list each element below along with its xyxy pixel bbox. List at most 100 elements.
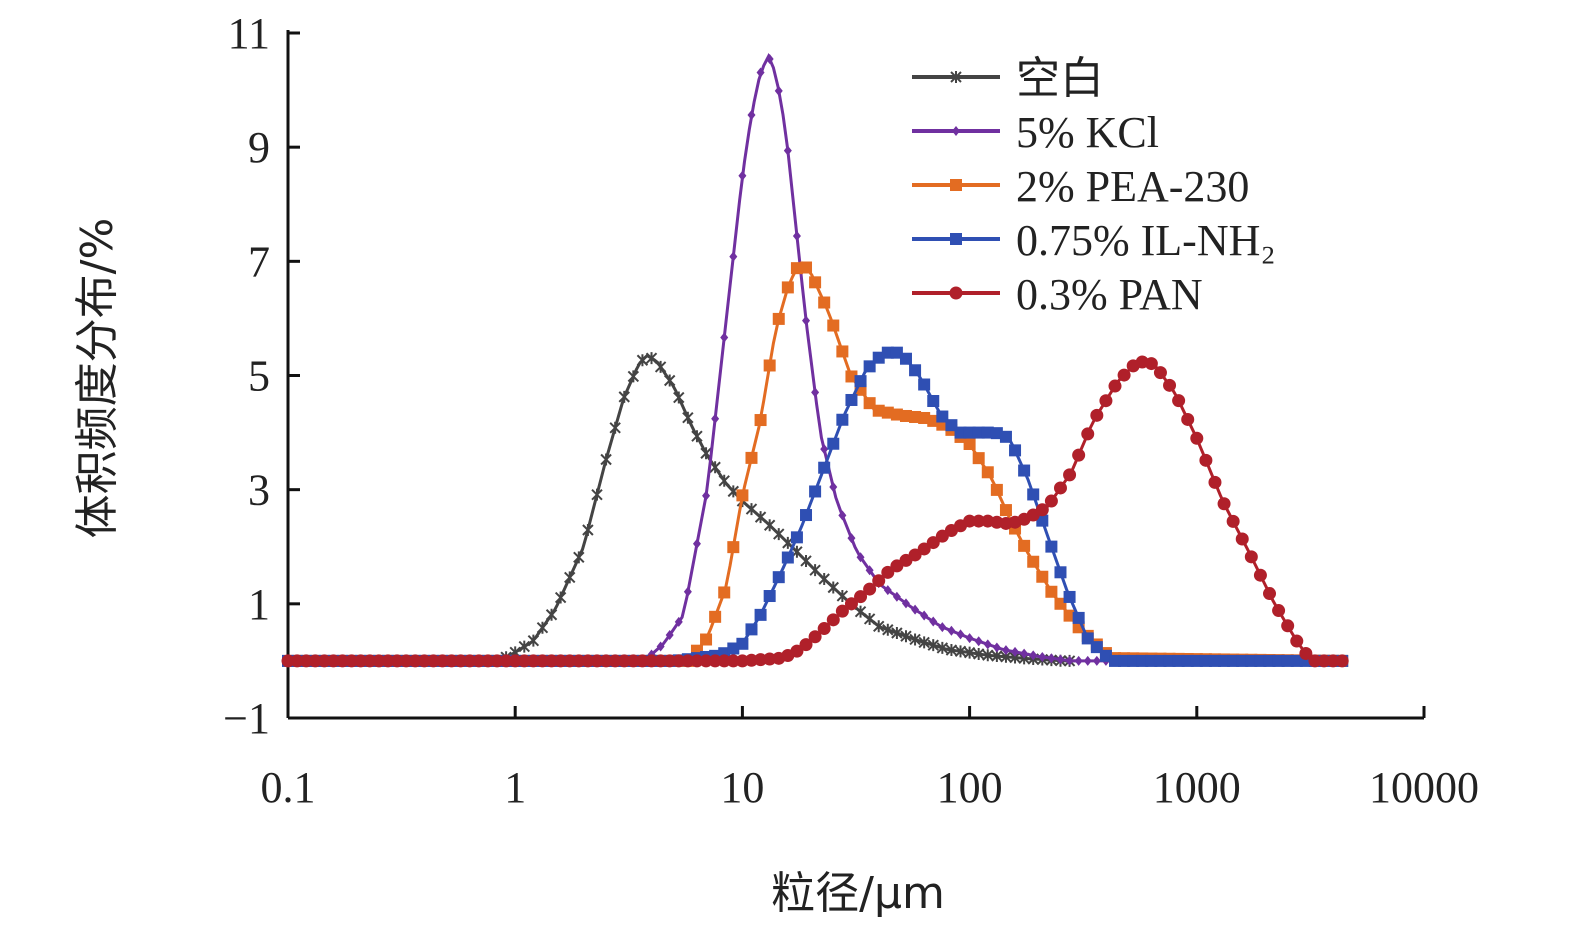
legend-marker (950, 71, 962, 83)
data-point (1056, 654, 1065, 665)
data-point (965, 633, 974, 644)
data-point (1208, 475, 1222, 489)
data-point (1047, 653, 1056, 664)
legend-item: 0.3% PAN (912, 270, 1203, 319)
data-point (983, 639, 992, 650)
data-point (963, 438, 976, 450)
data-point (645, 654, 659, 668)
data-point (972, 514, 986, 528)
data-point (627, 370, 640, 383)
data-point (774, 85, 783, 96)
data-point (918, 636, 930, 649)
data-point (899, 409, 912, 422)
data-point (981, 426, 994, 439)
data-point (609, 421, 621, 434)
data-point (1081, 427, 1095, 441)
data-point (564, 571, 576, 584)
data-point (345, 654, 359, 668)
data-point (1144, 357, 1158, 371)
y-tick-label: 5 (248, 352, 270, 401)
data-point (674, 616, 683, 627)
data-point (881, 346, 894, 359)
data-point (1118, 654, 1131, 667)
data-point (683, 586, 692, 597)
data-point (927, 395, 940, 408)
data-point (1208, 654, 1221, 667)
data-point (863, 360, 876, 373)
data-point (1136, 654, 1149, 667)
data-point (763, 590, 776, 603)
data-point (1272, 604, 1286, 618)
data-point (390, 654, 404, 668)
data-point (981, 466, 994, 479)
legend-label: 0.3% PAN (1016, 270, 1203, 319)
data-point (590, 654, 604, 668)
data-point (1217, 497, 1231, 511)
data-point (490, 654, 504, 668)
data-point (881, 406, 894, 419)
data-point (508, 654, 522, 668)
data-point (702, 490, 711, 501)
data-point (1018, 464, 1031, 477)
data-point (1199, 654, 1212, 667)
data-point (1172, 654, 1185, 667)
data-point (1090, 408, 1104, 422)
data-point (727, 541, 740, 554)
x-tick-label: 0.1 (261, 763, 316, 812)
data-point (1299, 646, 1313, 660)
data-point (545, 608, 558, 621)
data-point (745, 503, 758, 516)
y-tick-label: 9 (248, 123, 270, 172)
data-point (1254, 654, 1267, 667)
data-point (882, 623, 894, 636)
data-point (918, 378, 931, 391)
data-point (617, 654, 631, 668)
data-point (608, 654, 622, 668)
data-point (563, 654, 577, 668)
series-5 (281, 355, 1349, 668)
data-point (709, 461, 721, 474)
data-point (920, 610, 929, 621)
data-point (854, 605, 867, 618)
data-point (827, 581, 839, 594)
axes: 0.1 1 10 100 1000 10000 −1 1 3 5 7 9 11 (223, 9, 1479, 812)
data-point (1109, 654, 1122, 667)
data-point (545, 654, 559, 668)
data-point (1172, 394, 1186, 408)
data-point (872, 404, 885, 417)
data-point (1290, 634, 1304, 648)
data-point (665, 630, 674, 641)
data-point (974, 636, 983, 647)
data-point (763, 519, 776, 532)
data-point (727, 642, 740, 655)
data-point (399, 654, 413, 668)
data-point (936, 410, 949, 423)
data-point (1335, 654, 1349, 668)
data-point (591, 488, 603, 501)
data-point (1308, 654, 1322, 668)
data-point (1020, 648, 1029, 659)
data-point (1245, 654, 1258, 667)
data-point (308, 654, 322, 668)
data-point (918, 411, 931, 424)
data-point (972, 647, 985, 660)
data-point (517, 654, 531, 668)
legend-item: 0.75% IL-NH₂ (912, 216, 1276, 265)
data-point (1190, 431, 1204, 445)
data-point (1054, 566, 1067, 579)
data-point (765, 54, 774, 65)
data-point (600, 453, 612, 466)
data-point (800, 509, 813, 522)
data-point (599, 654, 613, 668)
data-point (720, 332, 729, 343)
data-point (1036, 514, 1049, 527)
data-point (790, 644, 804, 658)
y-tick-label: 3 (248, 466, 270, 515)
data-point (635, 654, 649, 668)
data-point (811, 387, 820, 398)
data-point (426, 654, 440, 668)
data-point (836, 345, 849, 358)
data-point (990, 483, 1003, 496)
data-point (756, 67, 765, 78)
data-point (381, 654, 395, 668)
